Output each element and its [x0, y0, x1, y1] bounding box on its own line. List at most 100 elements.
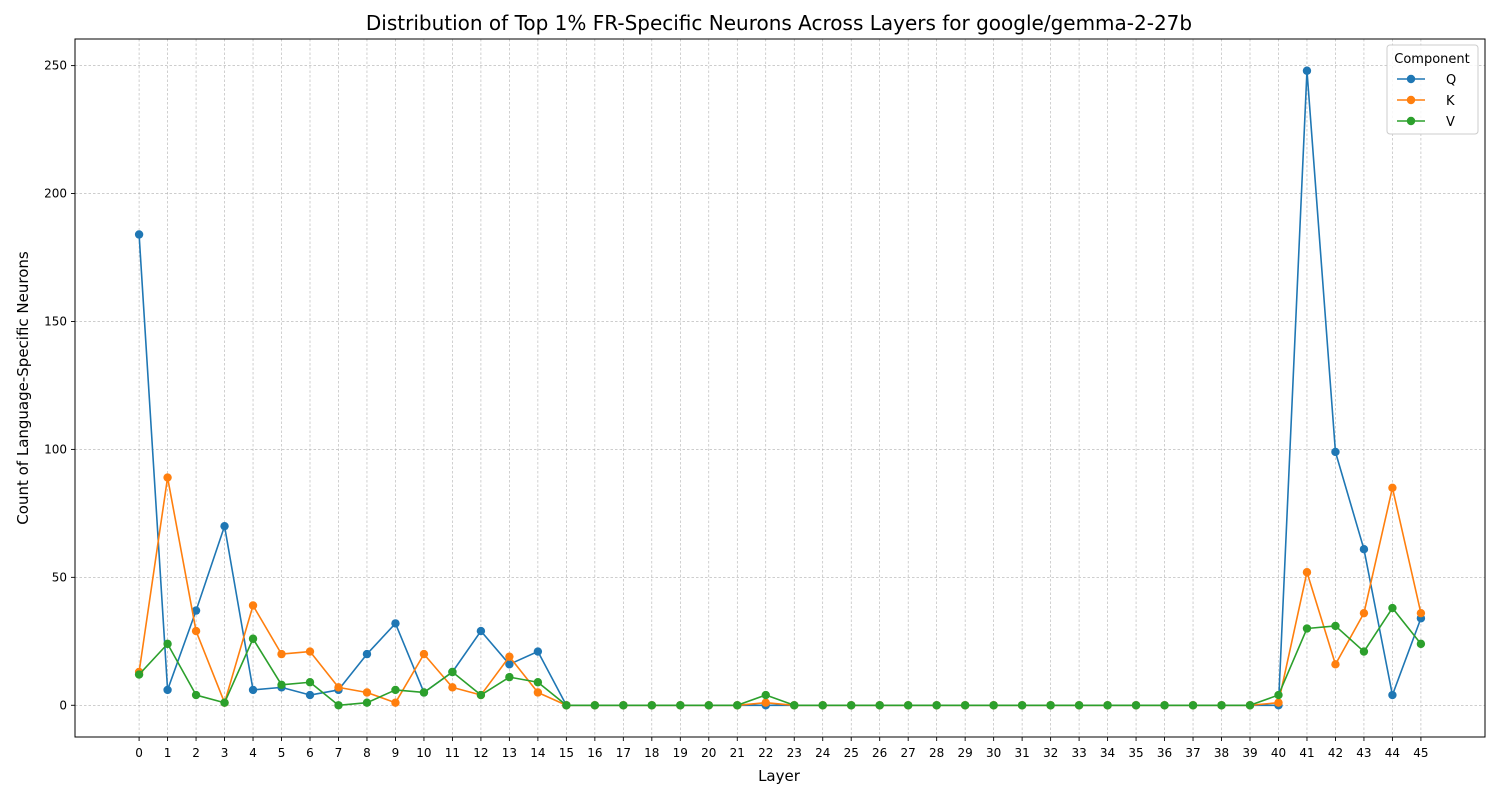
data-point-q	[1388, 690, 1397, 700]
data-point-k	[305, 647, 315, 656]
data-point-q	[134, 230, 144, 239]
x-tick-label: 3	[221, 746, 229, 760]
data-point-v	[248, 634, 258, 643]
data-point-k	[1359, 608, 1369, 618]
data-point-k	[448, 683, 457, 692]
data-point-q	[362, 649, 372, 659]
data-point-k	[761, 698, 770, 707]
data-point-v	[647, 701, 657, 710]
data-point-v	[960, 701, 970, 710]
data-point-v	[1331, 621, 1340, 631]
series-k	[134, 473, 1426, 710]
data-point-v	[1160, 701, 1169, 710]
x-tick-label: 44	[1385, 746, 1400, 760]
x-tick-label: 5	[278, 746, 286, 760]
data-point-k	[1388, 483, 1397, 492]
y-tick-label: 250	[44, 59, 67, 73]
series-q	[134, 66, 1426, 710]
legend-items: QKV	[1397, 73, 1456, 130]
data-point-v	[220, 698, 229, 707]
data-point-v	[1103, 701, 1112, 710]
x-tick-label: 30	[986, 746, 1001, 760]
x-tick-label: 10	[416, 746, 431, 760]
x-tick-label: 17	[616, 746, 631, 760]
legend-label-v: V	[1446, 115, 1455, 130]
data-point-k	[1416, 608, 1426, 618]
x-tick-label: 34	[1100, 746, 1115, 760]
y-tick-label: 0	[59, 698, 67, 712]
x-tick-label: 29	[958, 746, 973, 760]
data-point-v	[562, 701, 571, 710]
x-tick-label: 4	[249, 746, 257, 760]
legend-marker-q	[1406, 74, 1416, 84]
data-point-k	[1302, 568, 1312, 577]
data-point-v	[733, 701, 742, 710]
data-point-q	[191, 606, 201, 615]
data-point-q	[248, 685, 258, 695]
data-point-v	[533, 678, 543, 687]
data-point-v	[932, 701, 941, 710]
chart-title: Distribution of Top 1% FR-Specific Neuro…	[366, 11, 1192, 35]
x-tick-label: 38	[1214, 746, 1229, 760]
data-point-v	[989, 701, 998, 710]
data-point-k	[362, 688, 372, 697]
data-point-k	[334, 683, 343, 692]
data-point-q	[305, 690, 315, 700]
x-axis-label: Layer	[758, 767, 801, 785]
x-tick-label: 35	[1128, 746, 1143, 760]
x-tick-label: 8	[363, 746, 371, 760]
x-tick-label: 18	[644, 746, 659, 760]
data-point-v	[818, 701, 827, 710]
data-point-v	[1217, 701, 1226, 710]
data-point-v	[448, 667, 457, 677]
data-point-k	[1331, 660, 1340, 669]
legend-marker-v	[1406, 116, 1416, 126]
data-point-v	[362, 698, 372, 707]
x-tick-label: 14	[530, 746, 545, 760]
x-tick-label: 21	[730, 746, 745, 760]
y-tick-label: 200	[44, 187, 67, 201]
y-axis-ticks: 0 50 100 150 200 250	[44, 59, 75, 712]
x-tick-label: 39	[1242, 746, 1257, 760]
data-point-k	[391, 698, 400, 707]
data-point-k	[277, 649, 286, 659]
x-tick-label: 23	[787, 746, 802, 760]
data-point-v	[476, 690, 486, 700]
data-point-q	[220, 521, 229, 531]
x-tick-label: 40	[1271, 746, 1286, 760]
x-tick-label: 26	[872, 746, 887, 760]
x-tick-label: 12	[473, 746, 488, 760]
data-point-v	[1416, 639, 1426, 649]
x-tick-label: 27	[901, 746, 916, 760]
series-line-k	[138, 476, 1422, 707]
x-tick-label: 32	[1043, 746, 1058, 760]
data-point-q	[1331, 447, 1340, 457]
data-point-v	[1188, 701, 1198, 710]
data-point-v	[191, 690, 201, 700]
data-point-v	[391, 685, 400, 695]
x-tick-label: 13	[502, 746, 517, 760]
data-point-q	[391, 619, 400, 628]
data-point-v	[419, 688, 429, 697]
data-point-k	[191, 626, 201, 636]
data-point-v	[676, 701, 685, 710]
x-tick-label: 2	[192, 746, 200, 760]
x-tick-label: 37	[1185, 746, 1200, 760]
data-point-v	[305, 678, 315, 687]
data-point-v	[590, 701, 600, 710]
x-tick-label: 36	[1157, 746, 1172, 760]
data-point-v	[1131, 701, 1141, 710]
data-point-v	[619, 701, 628, 710]
data-point-v	[134, 670, 144, 679]
data-point-k	[419, 649, 429, 659]
data-point-q	[533, 647, 543, 656]
x-tick-label: 22	[758, 746, 773, 760]
plot-area-frame	[74, 38, 1486, 738]
x-tick-label: 33	[1071, 746, 1086, 760]
data-point-v	[163, 639, 172, 649]
x-tick-label: 24	[815, 746, 830, 760]
data-point-k	[248, 601, 258, 610]
y-tick-label: 50	[52, 570, 67, 584]
x-tick-label: 11	[445, 746, 460, 760]
x-tick-label: 0	[135, 746, 143, 760]
